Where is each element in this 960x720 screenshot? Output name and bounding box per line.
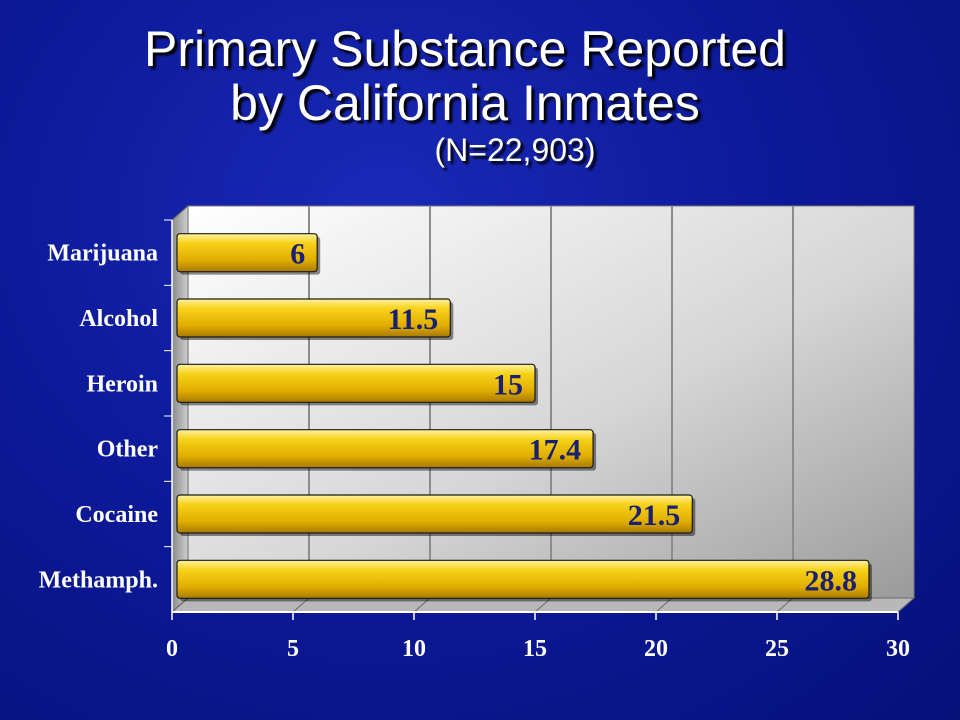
floor-gridline xyxy=(897,597,915,613)
x-tick-label: 25 xyxy=(765,636,789,662)
x-tick-label: 15 xyxy=(523,636,547,662)
category-label: Cocaine xyxy=(75,502,158,528)
bar-value-label: 6 xyxy=(290,238,305,271)
bar-value-label: 28.8 xyxy=(804,564,857,597)
bar-value-label: 11.5 xyxy=(387,303,438,336)
floor-gridline xyxy=(776,597,794,613)
floor-gridline xyxy=(413,597,431,613)
chart-subtitle: (N=22,903) xyxy=(434,132,596,168)
bar xyxy=(176,363,536,403)
x-tick-label: 5 xyxy=(287,636,299,662)
category-label: Marijuana xyxy=(47,241,158,267)
bar-other: 17.4 xyxy=(176,429,597,471)
floor-gridline xyxy=(292,597,310,613)
bar xyxy=(176,233,318,273)
bar-cocaine: 21.5 xyxy=(176,494,696,536)
floor-gridline xyxy=(655,597,673,613)
x-tick-label: 30 xyxy=(886,636,910,662)
floor-gridline xyxy=(534,597,552,613)
bar-marijuana: 6 xyxy=(176,233,321,275)
axis-group: Marijuana Alcohol Heroin Other Cocaine Metham… xyxy=(39,219,910,662)
x-tick-label: 10 xyxy=(402,636,426,662)
chart-title-line-2: by California Inmates xyxy=(230,75,700,131)
bar-alcohol: 11.5 xyxy=(176,298,454,340)
bar-methamph: 28.8 xyxy=(176,559,872,602)
bar-heroin: 15 xyxy=(176,363,538,406)
floor-gridline xyxy=(171,597,189,613)
bar xyxy=(176,298,451,338)
bar xyxy=(176,559,870,599)
category-label: Alcohol xyxy=(79,306,158,332)
bar-value-label: 21.5 xyxy=(628,499,681,532)
category-label: Methamph. xyxy=(39,567,158,593)
bar-value-label: 17.4 xyxy=(529,434,582,467)
chart-title-line-1: Primary Substance Reported xyxy=(144,21,786,77)
category-label: Heroin xyxy=(86,371,158,397)
bar xyxy=(176,429,594,469)
x-tick-label: 0 xyxy=(166,636,178,662)
bar-value-label: 15 xyxy=(493,368,523,401)
x-tick-label: 20 xyxy=(644,636,668,662)
bar xyxy=(176,494,693,534)
title-block: Primary Substance Reported by California… xyxy=(0,22,930,170)
category-label: Other xyxy=(97,437,159,463)
